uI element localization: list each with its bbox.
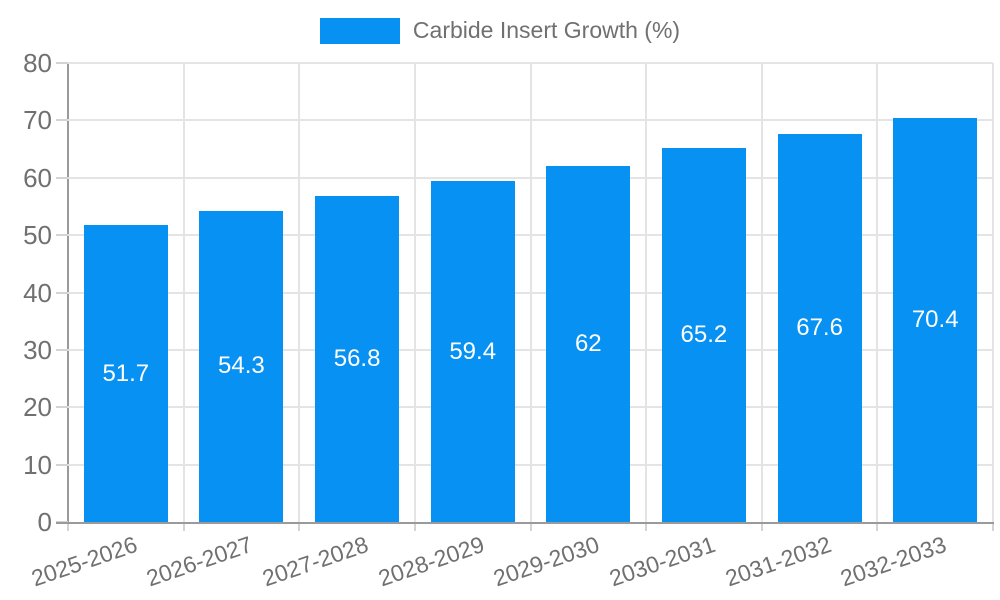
bar-value-label: 51.7 [102, 359, 150, 387]
x-gridline [760, 63, 763, 522]
legend-label: Carbide Insert Growth (%) [412, 17, 681, 43]
x-axis-tick [413, 522, 416, 531]
bar[interactable]: 62 [546, 166, 631, 522]
y-axis-label: 10 [23, 449, 52, 480]
x-gridline [645, 63, 648, 522]
x-axis-label: 2027-2028 [259, 531, 372, 592]
x-axis-label: 2031-2032 [721, 531, 835, 592]
y-axis-tick [56, 62, 68, 64]
x-gridline [182, 63, 185, 522]
y-axis-tick [56, 119, 68, 122]
bar[interactable]: 65.2 [661, 147, 746, 522]
x-axis-tick [876, 522, 879, 531]
y-axis-tick [56, 463, 68, 466]
bar[interactable]: 56.8 [315, 196, 400, 522]
x-axis-label: 2029-2030 [490, 531, 603, 592]
bar-value-label: 70.4 [911, 306, 959, 334]
y-axis-label: 40 [23, 277, 52, 308]
bar[interactable]: 70.4 [893, 118, 978, 522]
x-axis-tick [760, 522, 763, 531]
x-axis-label: 2025-2026 [27, 531, 141, 592]
y-axis-tick [56, 348, 68, 351]
y-axis-tick [56, 406, 68, 409]
bar[interactable]: 67.6 [777, 134, 862, 522]
y-axis-label: 80 [23, 48, 52, 78]
x-gridline [298, 63, 301, 522]
y-axis-label: 30 [23, 334, 52, 365]
y-axis-tick [56, 234, 68, 237]
x-axis-tick [645, 522, 648, 531]
x-gridline [413, 63, 416, 522]
bar-value-label: 67.6 [796, 314, 843, 342]
y-axis-label: 0 [37, 507, 52, 537]
x-axis-label: 2026-2027 [143, 531, 256, 592]
chart-legend[interactable]: Carbide Insert Growth (%) [0, 17, 1000, 44]
bar-value-label: 54.3 [218, 352, 265, 380]
y-axis-tick [56, 291, 68, 294]
bar[interactable]: 54.3 [199, 210, 284, 522]
bar[interactable]: 59.4 [430, 181, 515, 522]
y-axis-label: 50 [23, 220, 52, 251]
y-axis-label: 60 [23, 162, 52, 193]
x-axis-line [56, 522, 994, 524]
y-axis-label: 70 [23, 105, 52, 136]
bar-value-label: 56.8 [333, 345, 381, 373]
x-axis-tick [529, 522, 532, 531]
y-axis-label: 20 [23, 392, 52, 423]
x-gridline [529, 63, 532, 522]
x-axis-tick [992, 522, 994, 531]
x-axis-tick [298, 522, 301, 531]
bar-value-label: 62 [574, 330, 602, 358]
x-gridline [992, 63, 994, 522]
x-axis-label: 2032-2033 [837, 531, 950, 592]
x-axis-label: 2028-2029 [374, 531, 488, 592]
bar[interactable]: 51.7 [83, 225, 168, 522]
x-axis-tick [67, 522, 69, 531]
y-axis-line [67, 63, 69, 524]
x-axis-tick [182, 522, 185, 531]
x-axis-label: 2030-2031 [605, 531, 719, 592]
bar-value-label: 65.2 [680, 320, 728, 348]
x-gridline [876, 63, 879, 522]
bar-value-label: 59.4 [449, 337, 497, 365]
y-axis-tick [56, 176, 68, 179]
legend-swatch-icon [319, 17, 400, 44]
